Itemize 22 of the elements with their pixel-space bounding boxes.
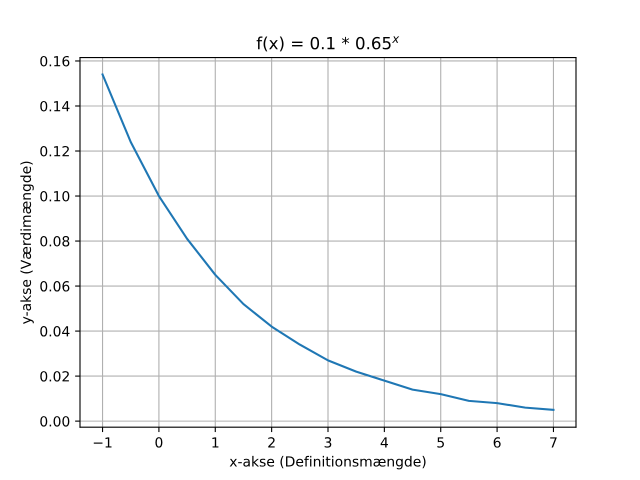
y-tick-label: 0.16 bbox=[40, 56, 70, 66]
x-tick-label: 1 bbox=[212, 437, 218, 448]
x-tick-label: 7 bbox=[550, 437, 557, 448]
x-tick-label: 5 bbox=[437, 437, 444, 448]
y-tick-label: 0.12 bbox=[40, 146, 69, 156]
x-tick-label: 0 bbox=[155, 437, 162, 448]
chart-title: f(x) = 0.1 * 0.65$^{x}$ bbox=[256, 36, 400, 52]
y-tick-label: 0.08 bbox=[40, 236, 70, 247]
line-series bbox=[102, 73, 554, 411]
y-tick-label: 0.10 bbox=[40, 191, 70, 202]
x-tick-label: 3 bbox=[324, 437, 332, 448]
y-tick-label: 0.06 bbox=[40, 281, 70, 292]
y-tick-label: 0.14 bbox=[40, 100, 70, 112]
x-tick-label: −1 bbox=[94, 437, 112, 448]
y-tick-label: 0.04 bbox=[40, 326, 70, 337]
x-axis-title: x-akse (Definitionsmængde) bbox=[230, 456, 426, 470]
x-tick-label: 2 bbox=[268, 437, 275, 448]
x-tick-label: 6 bbox=[494, 437, 501, 448]
x-tick-label: 4 bbox=[380, 437, 388, 448]
y-tick-label: 0.02 bbox=[40, 371, 69, 382]
y-tick-label: 0.00 bbox=[40, 416, 70, 427]
y-axis-title: y-akse (Værdimængde) bbox=[20, 162, 34, 324]
